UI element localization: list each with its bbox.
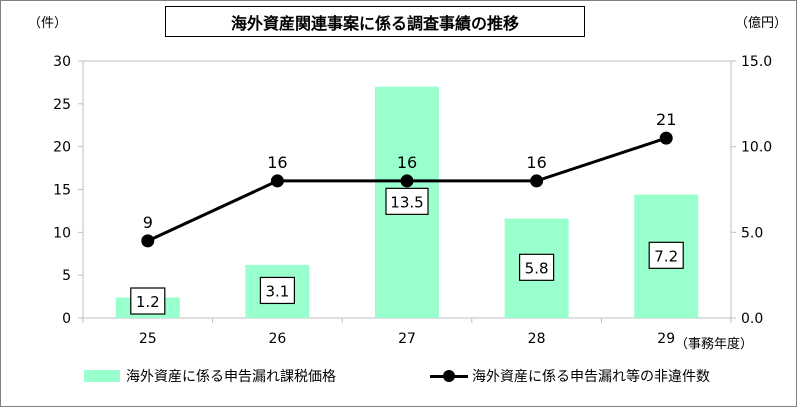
line-data-label: 16: [397, 153, 417, 172]
left-axis-tick-label: 5: [62, 268, 71, 284]
right-axis-unit: （億円）: [735, 16, 788, 31]
left-axis-tick-label: 0: [62, 311, 71, 327]
legend-line-swatch: [430, 369, 468, 383]
line-point: [530, 174, 544, 188]
x-axis-tick-label: 25: [139, 331, 157, 347]
right-axis-tick-label: 5.0: [741, 225, 763, 241]
line-data-label: 9: [143, 213, 153, 232]
line-point: [270, 174, 284, 188]
bar-data-label: 3.1: [265, 282, 289, 300]
bar-data-label-box: [130, 287, 166, 315]
line-point: [400, 174, 414, 188]
x-axis-tick-label: 28: [528, 331, 546, 347]
x-axis-tick-label: 29: [657, 331, 675, 347]
line-point: [141, 234, 155, 248]
right-axis-tick-label: 0.0: [741, 311, 763, 327]
left-axis-tick-label: 15: [53, 183, 71, 199]
x-axis-tick-label: 26: [268, 331, 286, 347]
chart-title-text: 海外資産関連事案に係る調査事績の推移: [230, 13, 519, 33]
line-data-label: 16: [526, 153, 546, 172]
right-axis-tick-label: 15.0: [741, 54, 772, 70]
legend-line-label: 海外資産に係る申告漏れ等の非違件数: [472, 369, 710, 385]
x-axis-unit: （事務年度）: [675, 337, 754, 352]
bar-data-label-box: [518, 253, 555, 281]
legend-bar-swatch: [84, 370, 120, 382]
legend-bar: 海外資産に係る申告漏れ課税価格: [84, 365, 336, 387]
line-point: [659, 131, 673, 145]
bar-data-label: 13.5: [390, 193, 423, 211]
bar-data-label-box: [385, 187, 429, 215]
left-axis-tick-label: 25: [53, 97, 71, 113]
left-axis-tick-label: 20: [53, 140, 71, 156]
left-axis-tick-label: 30: [53, 54, 71, 70]
legend-bar-label: 海外資産に係る申告漏れ課税価格: [126, 369, 336, 385]
left-axis-tick-label: 10: [53, 225, 71, 241]
bar-data-label-box: [259, 276, 295, 305]
legend-line: 海外資産に係る申告漏れ等の非違件数: [430, 365, 710, 387]
line-data-label: 21: [656, 110, 676, 129]
chart-title: 海外資産関連事案に係る調査事績の推移: [165, 6, 585, 37]
bar-data-label-box: [648, 241, 684, 269]
bar-data-label: 7.2: [654, 247, 678, 265]
bar-data-label: 1.2: [136, 293, 160, 311]
bar-data-label: 5.8: [525, 259, 549, 277]
right-axis-tick-label: 10.0: [741, 140, 772, 156]
line-data-label: 16: [267, 153, 287, 172]
x-axis-tick-label: 27: [398, 331, 416, 347]
left-axis-unit: （件）: [28, 16, 68, 31]
